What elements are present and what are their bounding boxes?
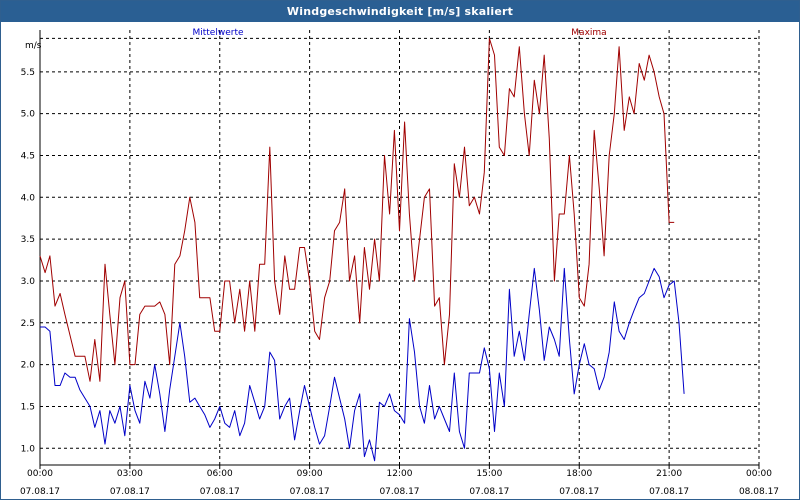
x-tick-label-time: 12:00 (387, 469, 413, 479)
y-tick-label: 3.5 (21, 235, 35, 245)
series-line-maxima (39, 37, 675, 382)
y-tick-label: 1.0 (21, 444, 36, 454)
x-tick-label-date: 07.08.17 (200, 487, 240, 497)
x-tick-label-date: 07.08.17 (379, 487, 419, 497)
y-tick-label: 2.0 (21, 361, 36, 371)
y-tick-label: 4.0 (21, 193, 36, 203)
x-tick-label-date: 07.08.17 (290, 487, 330, 497)
legend-maxima: Maxima (571, 28, 606, 38)
y-tick-label: 2.5 (21, 319, 35, 329)
y-tick-label: 3.0 (21, 277, 36, 287)
x-tick-label-date: 07.08.17 (649, 487, 689, 497)
series-line-mittelwerte (40, 267, 685, 462)
y-axis-label: m/s (25, 41, 42, 51)
y-tick-label: 5.0 (21, 110, 36, 120)
x-tick-label-time: 18:00 (566, 469, 592, 479)
legend-mittelwerte: Mittelwerte (192, 28, 243, 38)
x-tick-label-time: 00:00 (27, 469, 53, 479)
series (39, 37, 685, 462)
wind-speed-chart: 1.0 1.5 2.0 2.5 3.0 3.5 4.0 4.5 5.0 5.5 00:00 07.08… (20, 28, 779, 497)
y-tick-label: 5.5 (21, 68, 35, 78)
x-tick-label-time: 06:00 (207, 469, 233, 479)
x-tick-label-date: 07.08.17 (110, 487, 150, 497)
x-tick-label-time: 21:00 (656, 469, 682, 479)
window-title: Windgeschwindigkeit [m/s] skaliert (1, 1, 799, 22)
x-tick-label-date: 08.08.17 (739, 487, 779, 497)
y-tick-label: 4.5 (21, 151, 35, 161)
y-tick-label: 1.5 (21, 402, 35, 412)
x-tick-label-time: 09:00 (297, 469, 323, 479)
x-tick-label-time: 00:00 (746, 469, 772, 479)
axes: 1.0 1.5 2.0 2.5 3.0 3.5 4.0 4.5 5.0 5.5 00:00 07.08… (20, 30, 779, 497)
x-tick-label-date: 07.08.17 (20, 487, 60, 497)
x-tick-label-time: 03:00 (117, 469, 143, 479)
x-tick-label-time: 15:00 (476, 469, 502, 479)
x-tick-label-date: 07.08.17 (559, 487, 599, 497)
x-tick-label-date: 07.08.17 (469, 487, 509, 497)
grid (40, 30, 760, 465)
